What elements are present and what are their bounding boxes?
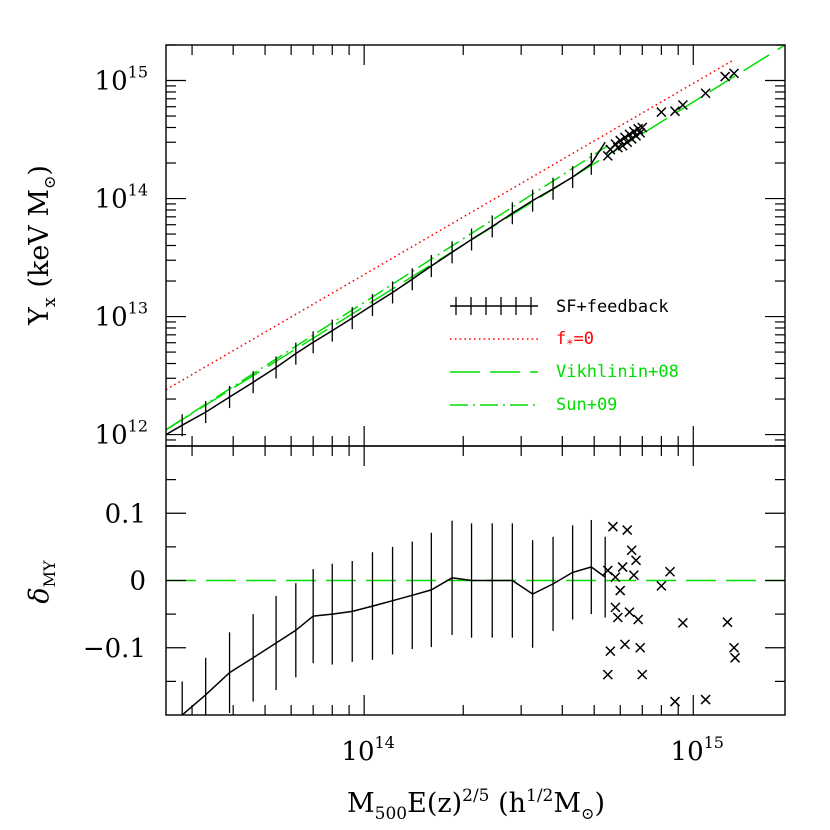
bottom-plot-area bbox=[166, 519, 785, 715]
bottom-axes-ticks bbox=[166, 479, 785, 682]
bottom-cluster-marker-22 bbox=[700, 694, 711, 705]
bottom-cluster-marker-7 bbox=[615, 585, 626, 596]
top-cluster-marker-17 bbox=[677, 99, 688, 111]
top-ytick-label-0: 1012 bbox=[95, 417, 148, 451]
legend-label-sf-feedback: SF+feedback bbox=[556, 297, 669, 317]
bottom-cluster-marker-25 bbox=[730, 652, 741, 663]
bottom-cluster-marker-2 bbox=[605, 646, 616, 657]
bottom-cluster-marker-6 bbox=[612, 612, 623, 623]
bottom-cluster-marker-24 bbox=[728, 642, 740, 653]
bottom-cluster-marker-18 bbox=[656, 580, 667, 591]
top-cluster-marker-11 bbox=[630, 130, 642, 141]
bottom-y-axis-label: δMY bbox=[24, 560, 59, 604]
bottom-panel-frame bbox=[165, 445, 786, 716]
top-cluster-marker-16 bbox=[669, 106, 681, 117]
bottom-cluster-marker-11 bbox=[624, 607, 635, 618]
top-cluster-marker-19 bbox=[720, 71, 731, 82]
top-cluster-marker-18 bbox=[700, 88, 711, 99]
top-cluster-marker-14 bbox=[637, 122, 648, 133]
top-cluster-marker-9 bbox=[626, 133, 637, 144]
bottom-cluster-marker-12 bbox=[626, 545, 637, 556]
top-series-sf-feedback-line bbox=[166, 141, 606, 436]
bottom-cluster-marker-20 bbox=[669, 696, 681, 707]
top-series-f-line bbox=[166, 59, 735, 391]
legend-label-sun09: Sun+09 bbox=[556, 395, 617, 415]
top-plot-area bbox=[166, 45, 785, 437]
legend-item-sun09: Sun+09 bbox=[450, 395, 617, 415]
bottom-cluster-marker-16 bbox=[635, 642, 646, 653]
bottom-cluster-marker-17 bbox=[637, 669, 648, 680]
top-cluster-marker-13 bbox=[635, 127, 646, 138]
xtick-label-0: 1014 bbox=[341, 733, 394, 767]
bottom-cluster-marker-3 bbox=[607, 521, 618, 532]
bottom-cluster-marker-15 bbox=[633, 614, 644, 625]
bottom-cluster-marker-21 bbox=[677, 617, 688, 628]
top-cluster-marker-7 bbox=[622, 137, 633, 148]
top-cluster-marker-0 bbox=[602, 150, 613, 161]
bottom-cluster-marker-5 bbox=[610, 572, 621, 583]
bottom-cluster-marker-23 bbox=[722, 617, 733, 628]
legend-label-vikhlinin08: Vikhlinin+08 bbox=[556, 362, 679, 382]
legend-swatch-sf-feedback-errorbars bbox=[455, 297, 532, 315]
bottom-series-sf-feedback-line bbox=[181, 566, 606, 715]
bottom-cluster-marker-1 bbox=[602, 669, 613, 680]
top-ytick-label-1: 1013 bbox=[95, 299, 148, 333]
legend-item-fstar0: f*=0 bbox=[450, 329, 594, 351]
top-ytick-label-3: 1015 bbox=[95, 63, 148, 97]
top-cluster-marker-5 bbox=[617, 140, 628, 151]
top-ytick-label-2: 1014 bbox=[95, 181, 148, 215]
top-panel-frame bbox=[165, 44, 786, 447]
legend-item-sf-feedback: SF+feedback bbox=[450, 297, 669, 317]
bottom-ytick-label-2: −0.1 bbox=[83, 634, 146, 664]
top-cluster-marker-15 bbox=[656, 107, 667, 118]
bottom-ytick-label-1: 0 bbox=[129, 567, 146, 597]
bottom-ytick-label-0: 0.1 bbox=[105, 499, 146, 529]
bottom-cluster-marker-8 bbox=[617, 562, 628, 573]
bottom-cluster-marker-14 bbox=[630, 555, 642, 566]
xtick-label-1: 1015 bbox=[671, 733, 724, 767]
bottom-cluster-marker-19 bbox=[664, 566, 676, 577]
top-y-axis-label: Yx(keV M⊙) bbox=[24, 165, 60, 326]
top-panel: 1012 1013 1014 1015 bbox=[95, 44, 785, 715]
legend-item-vikhlinin08: Vikhlinin+08 bbox=[450, 362, 679, 382]
top-axes-ticks bbox=[166, 44, 785, 715]
bottom-cluster-marker-4 bbox=[610, 602, 621, 613]
legend: SF+feedback f*=0 Vikhlinin+08 Sun+09 bbox=[450, 297, 679, 415]
x-axis-label: M500E(z)2/5 (h1/2M⊙) bbox=[347, 786, 605, 824]
top-series-sun-09-line bbox=[166, 145, 609, 431]
bottom-cluster-marker-9 bbox=[619, 639, 630, 650]
legend-label-fstar0: f*=0 bbox=[556, 329, 594, 351]
bottom-cluster-marker-10 bbox=[622, 525, 633, 536]
bottom-cluster-marker-13 bbox=[628, 570, 639, 581]
panel-frames bbox=[165, 44, 786, 716]
bottom-panel: 0.1 0 −0.1 1014 1015 bbox=[83, 479, 785, 767]
top-cluster-marker-20 bbox=[728, 68, 740, 79]
